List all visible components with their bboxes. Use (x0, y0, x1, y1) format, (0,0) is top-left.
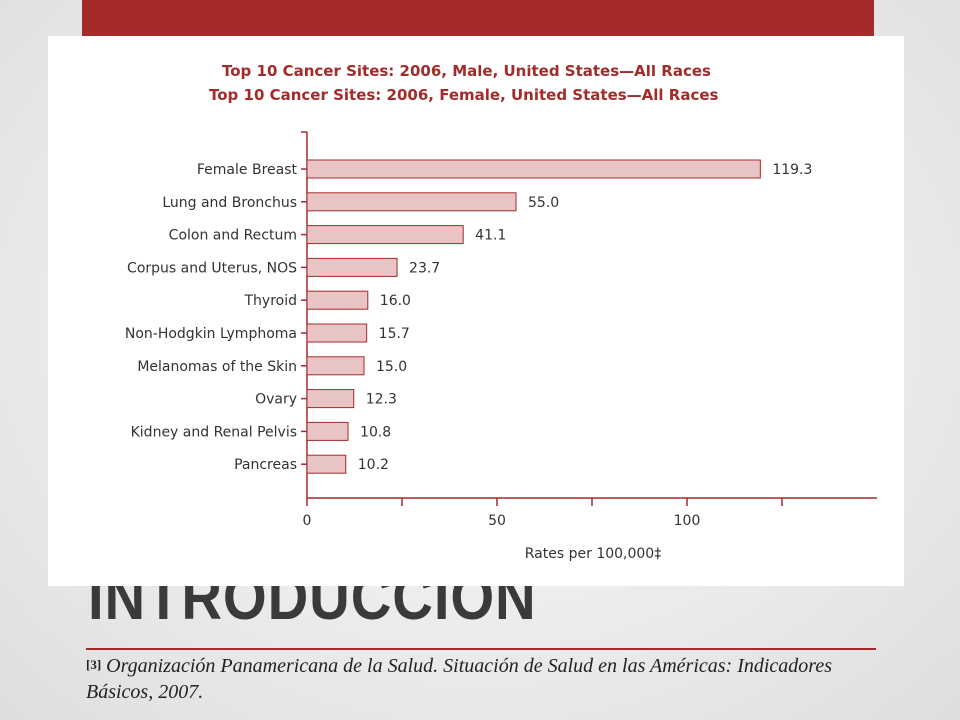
bar (306, 290, 369, 310)
cancer-sites-bar-chart: Top 10 Cancer Sites: 2006, Male, United … (125, 62, 877, 562)
x-tick-label: 50 (488, 513, 506, 529)
bar (306, 225, 464, 245)
citation-ref: [3] (86, 657, 102, 672)
chart-title: Top 10 Cancer Sites: 2006, Female, Unite… (209, 86, 719, 104)
bar-value-label: 55.0 (528, 195, 559, 211)
category-label: Kidney and Renal Pelvis (131, 424, 297, 440)
chart-panel: Top 10 Cancer Sites: 2006, Male, United … (48, 36, 904, 586)
bar-value-label: 10.2 (358, 457, 389, 473)
category-label: Non-Hodgkin Lymphoma (125, 326, 297, 342)
citation-text: Organización Panamericana de la Salud. S… (86, 655, 833, 703)
title-rule (86, 648, 876, 650)
bar-value-label: 23.7 (409, 260, 440, 276)
bar-value-label: 41.1 (475, 228, 506, 244)
header-band (82, 0, 874, 40)
bar-value-label: 10.8 (360, 424, 391, 440)
bar (306, 356, 365, 376)
bar-value-label: 15.0 (376, 359, 407, 375)
bar (306, 389, 355, 409)
category-label: Colon and Rectum (169, 228, 297, 244)
category-label: Ovary (255, 392, 297, 408)
bar-value-label: 119.3 (772, 162, 812, 178)
bar (306, 159, 761, 179)
category-label: Thyroid (244, 293, 298, 309)
citation: [3] Organización Panamericana de la Salu… (86, 653, 876, 705)
category-label: Female Breast (197, 162, 298, 178)
clipped-chart-title: Top 10 Cancer Sites: 2006, Male, United … (222, 62, 711, 80)
bar-value-label: 16.0 (380, 293, 411, 309)
category-label: Corpus and Uterus, NOS (127, 260, 297, 276)
bar (306, 192, 517, 212)
bar-value-label: 15.7 (379, 326, 410, 342)
x-tick-label: 100 (674, 513, 701, 529)
category-label: Melanomas of the Skin (137, 359, 297, 375)
x-axis-label: Rates per 100,000‡ (525, 546, 661, 562)
bar-value-label: 12.3 (366, 392, 397, 408)
category-label: Pancreas (234, 457, 297, 473)
bar (306, 421, 349, 441)
category-label: Lung and Bronchus (162, 195, 297, 211)
bar (306, 257, 398, 277)
bar (306, 323, 368, 343)
x-tick-label: 0 (303, 513, 312, 529)
bar (306, 454, 347, 474)
